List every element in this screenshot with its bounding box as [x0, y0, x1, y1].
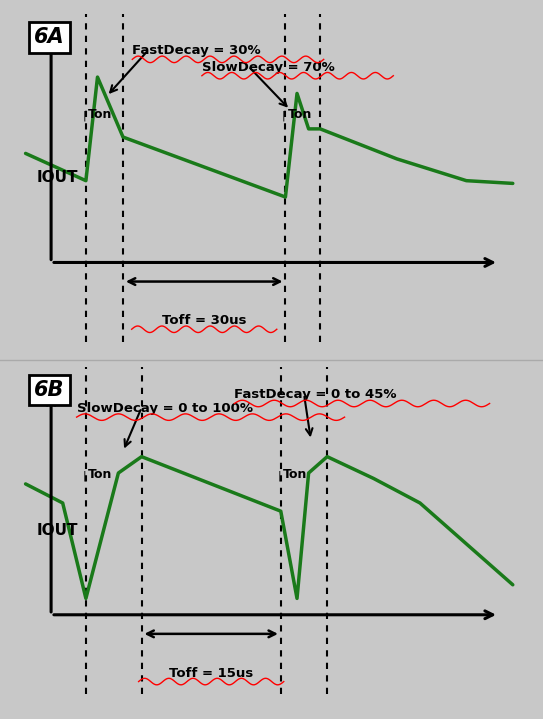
- Text: Ton: Ton: [288, 108, 312, 121]
- Text: Ton: Ton: [88, 468, 112, 481]
- Text: IOUT: IOUT: [36, 170, 78, 186]
- Text: SlowDecay = 0 to 100%: SlowDecay = 0 to 100%: [77, 402, 252, 415]
- Text: 6A: 6A: [34, 27, 65, 47]
- Text: |: |: [83, 471, 86, 481]
- Text: |: |: [277, 471, 281, 481]
- Text: Ton: Ton: [283, 468, 307, 481]
- Text: Ton: Ton: [88, 108, 112, 121]
- Text: FastDecay = 0 to 45%: FastDecay = 0 to 45%: [235, 388, 397, 401]
- Text: |: |: [83, 110, 86, 121]
- Text: SlowDecay = 70%: SlowDecay = 70%: [202, 60, 334, 74]
- Text: FastDecay = 30%: FastDecay = 30%: [132, 45, 261, 58]
- Text: Toff = 30us: Toff = 30us: [162, 314, 247, 327]
- Text: Toff = 15us: Toff = 15us: [169, 667, 253, 679]
- Text: |: |: [282, 110, 286, 121]
- Text: 6B: 6B: [34, 380, 65, 400]
- Text: IOUT: IOUT: [36, 523, 78, 538]
